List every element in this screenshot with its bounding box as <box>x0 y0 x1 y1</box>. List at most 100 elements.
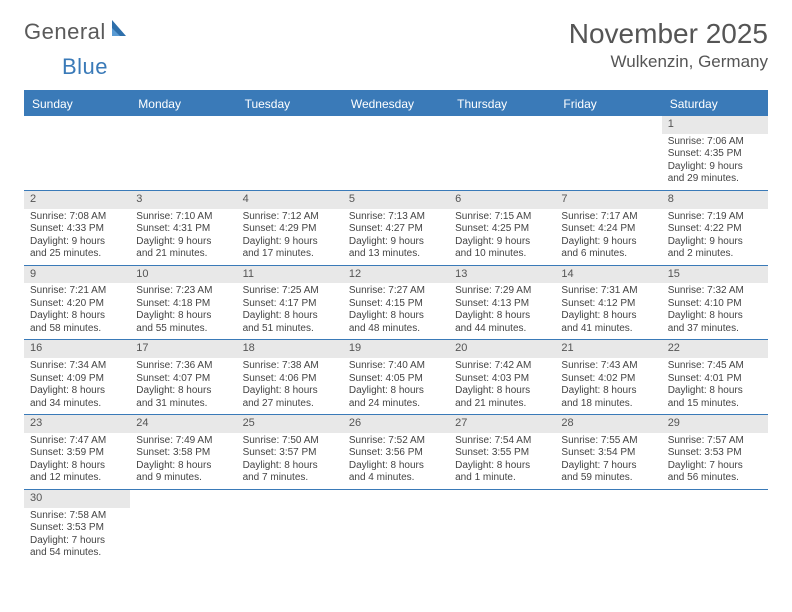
dayhead: Thursday <box>449 92 555 116</box>
daylight-line: and 54 minutes. <box>30 547 124 560</box>
day-cell: 24Sunrise: 7:49 AMSunset: 3:58 PMDayligh… <box>130 415 236 489</box>
blank-cell <box>555 116 661 190</box>
daylight-line: and 51 minutes. <box>243 323 337 336</box>
sunrise-line: Sunrise: 7:47 AM <box>30 435 124 448</box>
day-number: 23 <box>24 415 130 433</box>
daylight-line: Daylight: 8 hours <box>668 385 762 398</box>
sunrise-line: Sunrise: 7:17 AM <box>561 211 655 224</box>
sunrise-line: Sunrise: 7:50 AM <box>243 435 337 448</box>
day-number: 17 <box>130 340 236 358</box>
day-number: 15 <box>662 266 768 284</box>
sunrise-line: Sunrise: 7:34 AM <box>30 360 124 373</box>
sunset-line: Sunset: 4:31 PM <box>136 223 230 236</box>
day-number: 22 <box>662 340 768 358</box>
sunrise-line: Sunrise: 7:21 AM <box>30 285 124 298</box>
sunrise-line: Sunrise: 7:27 AM <box>349 285 443 298</box>
day-cell: 10Sunrise: 7:23 AMSunset: 4:18 PMDayligh… <box>130 266 236 340</box>
day-number: 25 <box>237 415 343 433</box>
daylight-line: and 4 minutes. <box>349 472 443 485</box>
daylight-line: and 6 minutes. <box>561 248 655 261</box>
month-title: November 2025 <box>569 18 768 50</box>
week-row: 23Sunrise: 7:47 AMSunset: 3:59 PMDayligh… <box>24 415 768 490</box>
day-number: 29 <box>662 415 768 433</box>
day-cell: 14Sunrise: 7:31 AMSunset: 4:12 PMDayligh… <box>555 266 661 340</box>
day-cell: 12Sunrise: 7:27 AMSunset: 4:15 PMDayligh… <box>343 266 449 340</box>
blank-cell <box>662 490 768 564</box>
blank-cell <box>449 490 555 564</box>
sunset-line: Sunset: 3:59 PM <box>30 447 124 460</box>
daylight-line: and 31 minutes. <box>136 398 230 411</box>
sunset-line: Sunset: 4:01 PM <box>668 373 762 386</box>
daylight-line: Daylight: 8 hours <box>30 310 124 323</box>
daylight-line: Daylight: 8 hours <box>349 460 443 473</box>
daylight-line: and 44 minutes. <box>455 323 549 336</box>
location: Wulkenzin, Germany <box>569 52 768 72</box>
daylight-line: and 9 minutes. <box>136 472 230 485</box>
day-number: 2 <box>24 191 130 209</box>
sunset-line: Sunset: 4:02 PM <box>561 373 655 386</box>
daylight-line: Daylight: 8 hours <box>30 460 124 473</box>
dayhead: Wednesday <box>343 92 449 116</box>
day-number: 16 <box>24 340 130 358</box>
sunset-line: Sunset: 4:07 PM <box>136 373 230 386</box>
sunrise-line: Sunrise: 7:15 AM <box>455 211 549 224</box>
day-number: 6 <box>449 191 555 209</box>
blank-cell <box>449 116 555 190</box>
week-row: 2Sunrise: 7:08 AMSunset: 4:33 PMDaylight… <box>24 191 768 266</box>
day-cell: 27Sunrise: 7:54 AMSunset: 3:55 PMDayligh… <box>449 415 555 489</box>
daylight-line: and 15 minutes. <box>668 398 762 411</box>
day-cell: 16 Sunrise: 7:34 AMSunset: 4:09 PMDayligh… <box>24 340 130 414</box>
sunset-line: Sunset: 3:54 PM <box>561 447 655 460</box>
day-number: 24 <box>130 415 236 433</box>
sail-icon <box>110 18 132 43</box>
day-cell: 8Sunrise: 7:19 AMSunset: 4:22 PMDaylight… <box>662 191 768 265</box>
day-number: 21 <box>555 340 661 358</box>
daylight-line: Daylight: 8 hours <box>243 385 337 398</box>
week-row: 16Sunrise: 7:34 AMSunset: 4:09 PMDayligh… <box>24 340 768 415</box>
sunset-line: Sunset: 4:09 PM <box>30 373 124 386</box>
day-number: 28 <box>555 415 661 433</box>
dayhead: Saturday <box>662 92 768 116</box>
day-cell: 22Sunrise: 7:45 AMSunset: 4:01 PMDayligh… <box>662 340 768 414</box>
daylight-line: and 17 minutes. <box>243 248 337 261</box>
calendar: SundayMondayTuesdayWednesdayThursdayFrid… <box>24 90 768 564</box>
sunset-line: Sunset: 4:05 PM <box>349 373 443 386</box>
day-number: 3 <box>130 191 236 209</box>
day-number: 5 <box>343 191 449 209</box>
daylight-line: and 10 minutes. <box>455 248 549 261</box>
sunset-line: Sunset: 3:53 PM <box>30 522 124 535</box>
logo-text-blue: Blue <box>62 54 108 79</box>
day-number: 20 <box>449 340 555 358</box>
day-cell: 30Sunrise: 7:58 AMSunset: 3:53 PMDayligh… <box>24 490 130 564</box>
sunset-line: Sunset: 4:29 PM <box>243 223 337 236</box>
daylight-line: and 55 minutes. <box>136 323 230 336</box>
sunrise-line: Sunrise: 7:52 AM <box>349 435 443 448</box>
blank-cell <box>130 116 236 190</box>
sunset-line: Sunset: 3:55 PM <box>455 447 549 460</box>
dayhead-row: SundayMondayTuesdayWednesdayThursdayFrid… <box>24 92 768 116</box>
dayhead: Monday <box>130 92 236 116</box>
sunset-line: Sunset: 4:35 PM <box>668 148 762 161</box>
day-number: 10 <box>130 266 236 284</box>
day-cell: 17Sunrise: 7:36 AMSunset: 4:07 PMDayligh… <box>130 340 236 414</box>
sunset-line: Sunset: 4:13 PM <box>455 298 549 311</box>
daylight-line: and 24 minutes. <box>349 398 443 411</box>
day-cell: 5Sunrise: 7:13 AMSunset: 4:27 PMDaylight… <box>343 191 449 265</box>
sunset-line: Sunset: 4:25 PM <box>455 223 549 236</box>
day-number: 30 <box>24 490 130 508</box>
day-cell: 9Sunrise: 7:21 AMSunset: 4:20 PMDaylight… <box>24 266 130 340</box>
day-number: 9 <box>24 266 130 284</box>
sunrise-line: Sunrise: 7:29 AM <box>455 285 549 298</box>
daylight-line: Daylight: 9 hours <box>455 236 549 249</box>
day-number: 18 <box>237 340 343 358</box>
daylight-line: Daylight: 8 hours <box>136 310 230 323</box>
sunset-line: Sunset: 4:33 PM <box>30 223 124 236</box>
blank-cell <box>343 116 449 190</box>
sunset-line: Sunset: 4:15 PM <box>349 298 443 311</box>
daylight-line: Daylight: 8 hours <box>30 385 124 398</box>
day-cell: 25Sunrise: 7:50 AMSunset: 3:57 PMDayligh… <box>237 415 343 489</box>
day-cell: 18Sunrise: 7:38 AMSunset: 4:06 PMDayligh… <box>237 340 343 414</box>
day-number: 1 <box>662 116 768 134</box>
week-row: 9Sunrise: 7:21 AMSunset: 4:20 PMDaylight… <box>24 266 768 341</box>
day-cell: 13Sunrise: 7:29 AMSunset: 4:13 PMDayligh… <box>449 266 555 340</box>
